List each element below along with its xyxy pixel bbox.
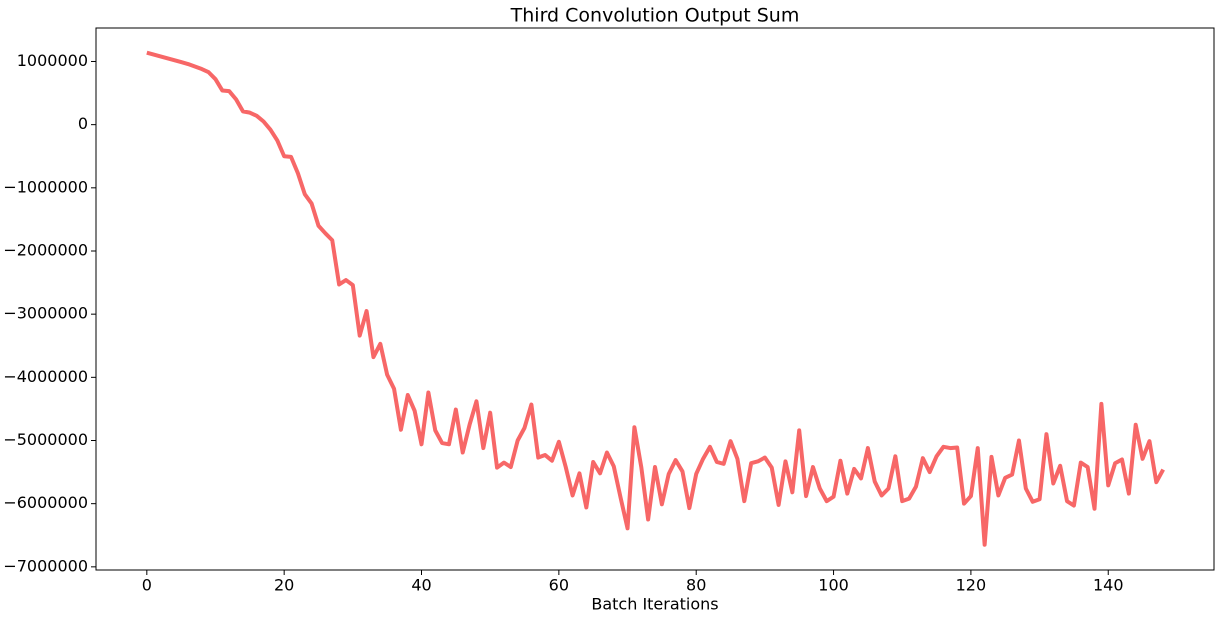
y-tick-label: −1000000 — [3, 177, 88, 196]
x-tick-label: 0 — [142, 576, 152, 595]
plot-frame — [95, 27, 1215, 571]
y-tick-label: −3000000 — [3, 304, 88, 323]
x-tick-label: 60 — [549, 576, 569, 595]
y-tick-label: 1000000 — [17, 51, 88, 70]
x-tick-label: 140 — [1093, 576, 1124, 595]
x-tick-label: 80 — [686, 576, 706, 595]
x-axis-label: Batch Iterations — [591, 595, 718, 614]
y-tick-label: 0 — [78, 114, 88, 133]
y-tick-label: −7000000 — [3, 556, 88, 575]
y-tick-label: −2000000 — [3, 240, 88, 259]
data-line — [146, 50, 1165, 547]
y-tick-label: −5000000 — [3, 430, 88, 449]
chart-title: Third Convolution Output Sum — [510, 5, 800, 27]
y-tick-label: −6000000 — [3, 493, 88, 512]
x-tick-label: 100 — [818, 576, 849, 595]
x-tick-label: 20 — [274, 576, 294, 595]
x-tick-label: 120 — [956, 576, 987, 595]
y-tick-label: −4000000 — [3, 367, 88, 386]
x-tick-label: 40 — [411, 576, 431, 595]
